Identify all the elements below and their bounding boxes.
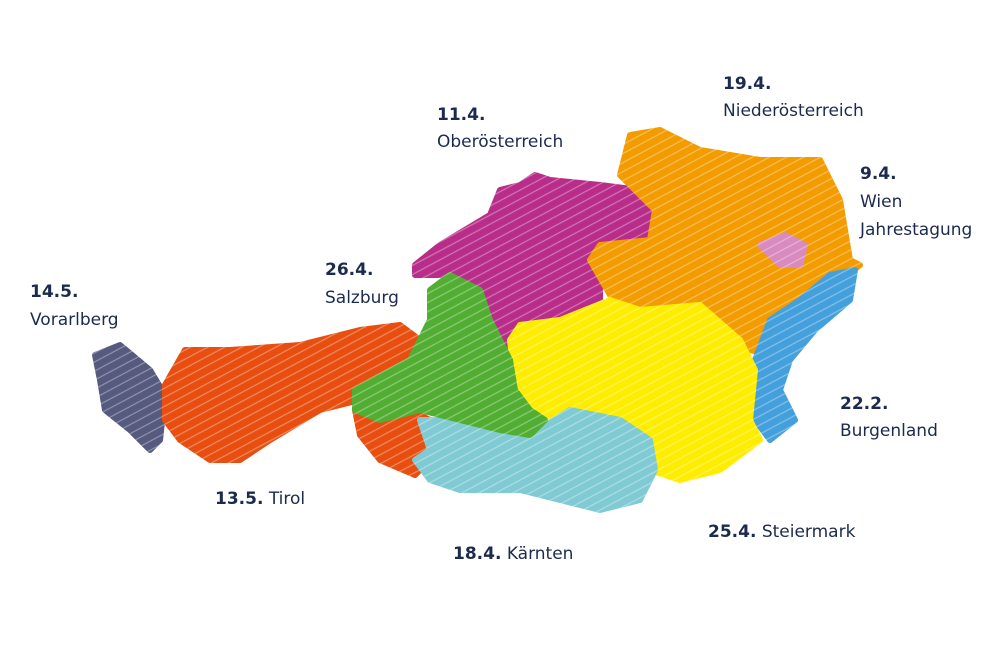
region-name: Wien — [860, 192, 902, 212]
region-date: 11.4. — [437, 105, 485, 125]
region-date: 25.4. — [708, 522, 756, 542]
region-date: 18.4. — [453, 544, 501, 564]
region-name: Niederösterreich — [723, 101, 864, 121]
region-name: Kärnten — [507, 544, 574, 564]
region-date: 13.5. — [215, 489, 263, 509]
region-date: 22.2. — [840, 394, 888, 414]
region-name: Vorarlberg — [30, 310, 119, 330]
region-date: 9.4. — [860, 164, 897, 184]
region-vorarlberg — [92, 342, 168, 453]
region-name: Burgenland — [840, 421, 938, 441]
region-label: 25.4. Steiermark — [708, 522, 856, 542]
region-label: 18.4. Kärnten — [453, 544, 573, 564]
region-note: Jahrestagung — [859, 220, 972, 240]
region-name: Oberösterreich — [437, 132, 563, 152]
region-date: 19.4. — [723, 74, 771, 94]
region-name: Salzburg — [325, 288, 399, 308]
region-label: 13.5. Tirol — [215, 489, 305, 509]
region-date: 26.4. — [325, 260, 373, 280]
region-name: Steiermark — [762, 522, 856, 542]
region-name: Tirol — [268, 489, 305, 509]
region-date: 14.5. — [30, 282, 78, 302]
